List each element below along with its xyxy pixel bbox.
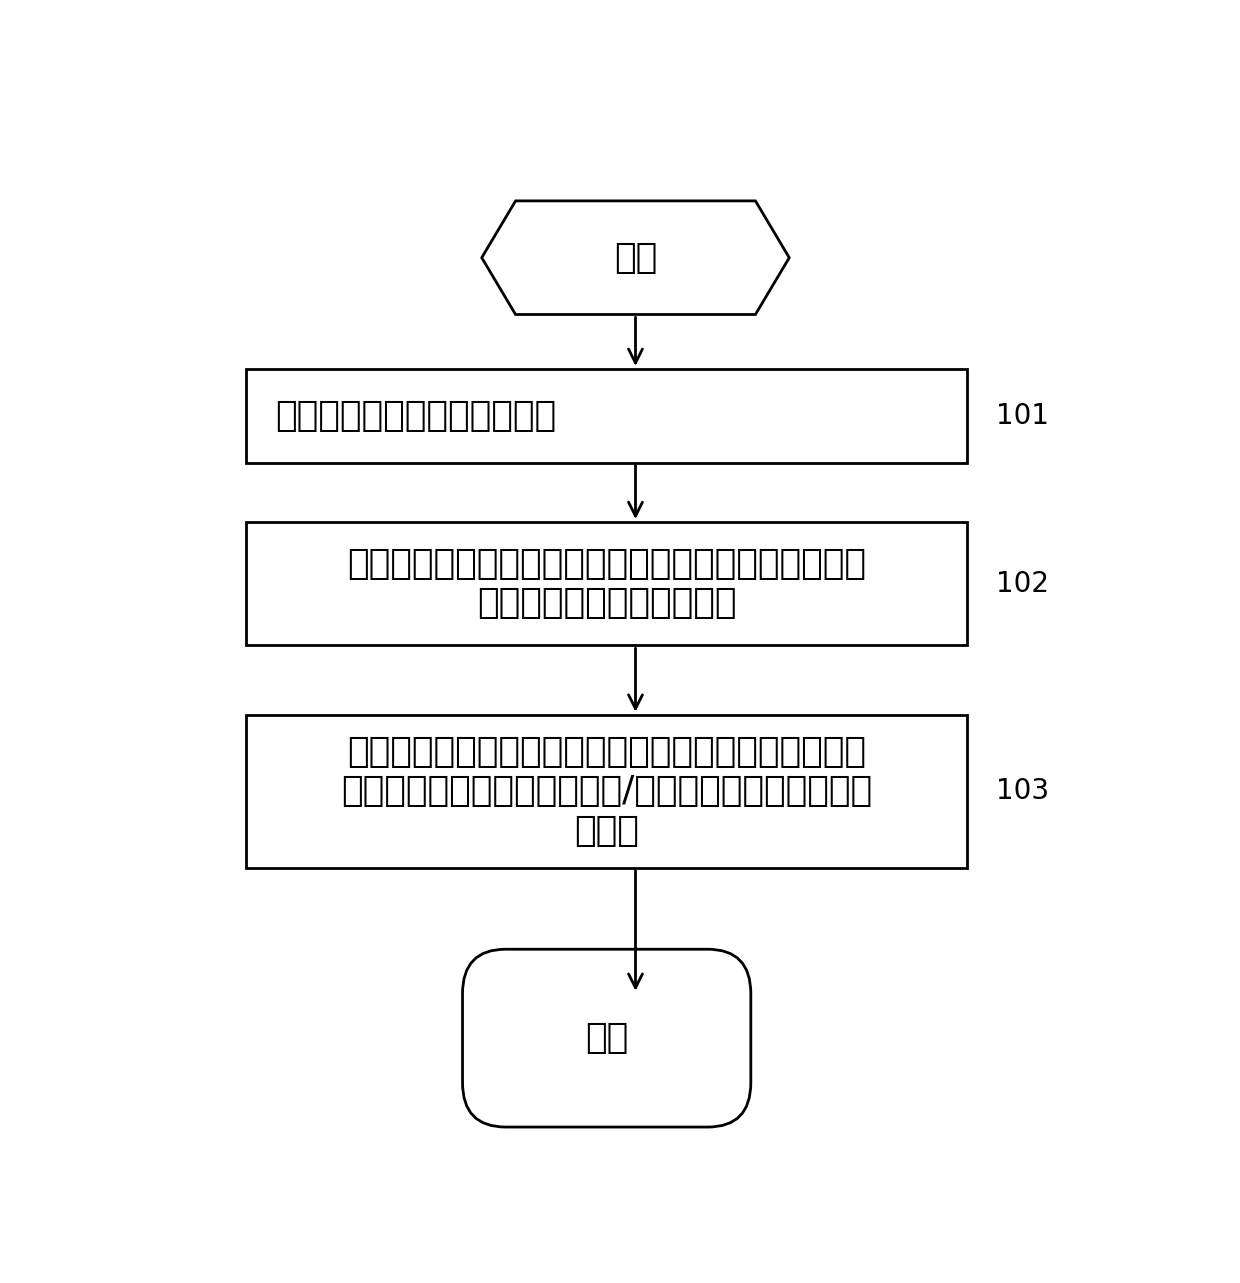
Bar bbox=[247, 715, 967, 867]
Text: 结束: 结束 bbox=[585, 1021, 629, 1055]
FancyBboxPatch shape bbox=[463, 949, 750, 1126]
Text: 102: 102 bbox=[996, 570, 1049, 598]
Bar bbox=[247, 368, 967, 463]
Text: 开始: 开始 bbox=[614, 241, 657, 275]
Bar bbox=[247, 522, 967, 645]
Text: 若所述第一目标小区的信号强度满足第一预设条件，在
小区重选判决门限加入补偿: 若所述第一目标小区的信号强度满足第一预设条件，在 小区重选判决门限加入补偿 bbox=[347, 547, 867, 621]
Polygon shape bbox=[481, 201, 789, 314]
Text: 测量第一目标小区的信号强度: 测量第一目标小区的信号强度 bbox=[275, 399, 557, 432]
Text: 若所述第一目标小区的信号强度满足第二预设条件，在
服务小区判决门限加入补偿和/或在小区重选判决门限加
入惩罚: 若所述第一目标小区的信号强度满足第二预设条件，在 服务小区判决门限加入补偿和/或… bbox=[341, 735, 872, 848]
Text: 103: 103 bbox=[996, 777, 1049, 806]
Text: 101: 101 bbox=[996, 402, 1049, 430]
